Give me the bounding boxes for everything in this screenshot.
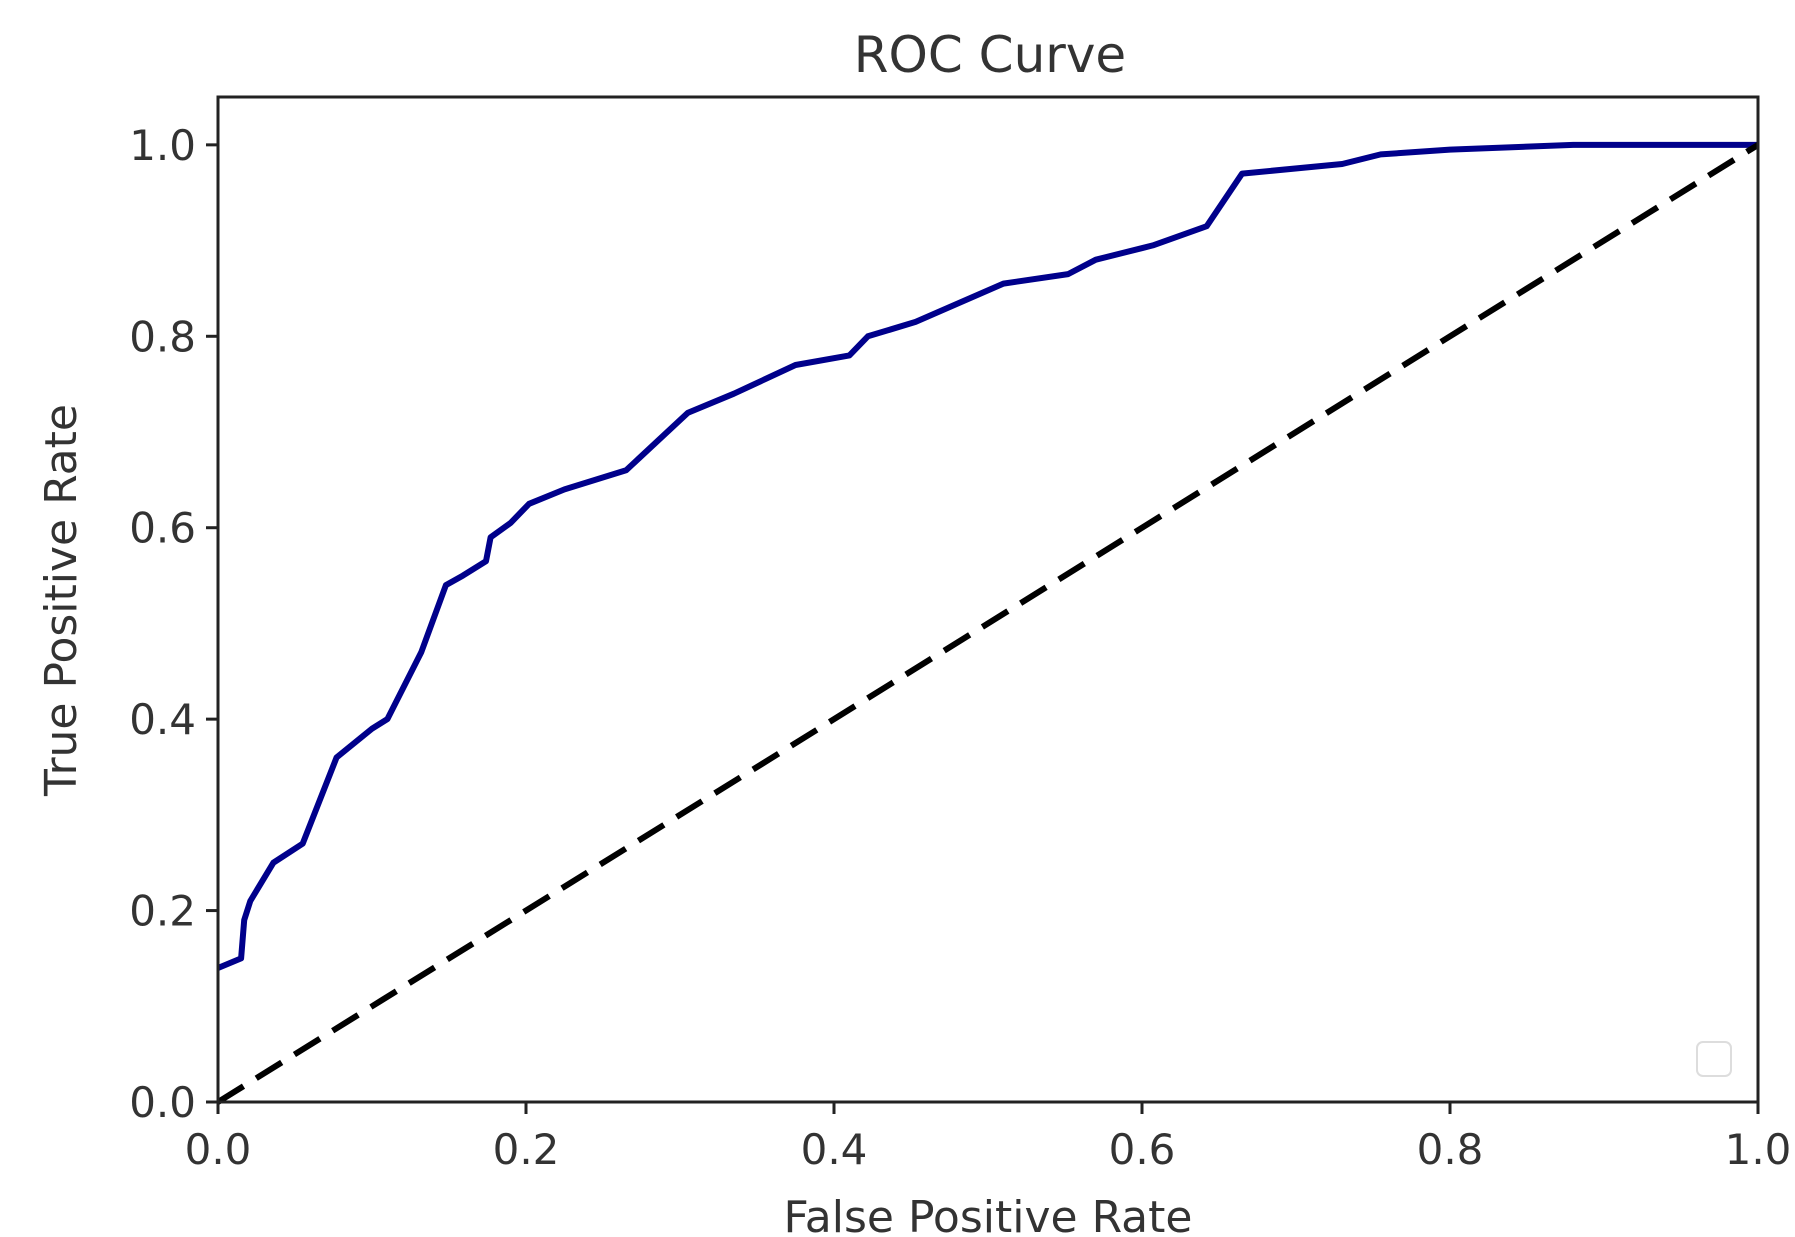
y-axis: 0.0 0.2 0.4 0.6 0.8 1.0 bbox=[129, 121, 218, 1127]
x-tick-label: 0.2 bbox=[493, 1125, 560, 1174]
chart-title: ROC Curve bbox=[854, 26, 1126, 84]
x-axis-label: False Positive Rate bbox=[784, 1192, 1193, 1237]
chance-diagonal-line bbox=[216, 142, 1760, 1105]
y-axis-label: True Positive Rate bbox=[36, 404, 87, 797]
y-tick-label: 0.2 bbox=[129, 887, 196, 936]
x-axis: 0.0 0.2 0.4 0.6 0.8 1.0 bbox=[185, 1102, 1792, 1174]
x-tick-label: 0.0 bbox=[185, 1125, 252, 1174]
x-tick-label: 0.4 bbox=[801, 1125, 868, 1174]
y-tick-label: 0.0 bbox=[129, 1078, 196, 1127]
y-tick-label: 0.4 bbox=[129, 695, 196, 744]
y-tick-label: 0.8 bbox=[129, 312, 196, 361]
x-tick-label: 1.0 bbox=[1725, 1125, 1792, 1174]
roc-curve-line bbox=[216, 141, 1758, 971]
x-tick-label: 0.6 bbox=[1109, 1125, 1176, 1174]
legend-box bbox=[1696, 1041, 1732, 1077]
x-tick-label: 0.8 bbox=[1417, 1125, 1484, 1174]
y-tick-label: 1.0 bbox=[129, 121, 196, 170]
plot-frame bbox=[216, 95, 1760, 1104]
y-tick-label: 0.6 bbox=[129, 504, 196, 553]
